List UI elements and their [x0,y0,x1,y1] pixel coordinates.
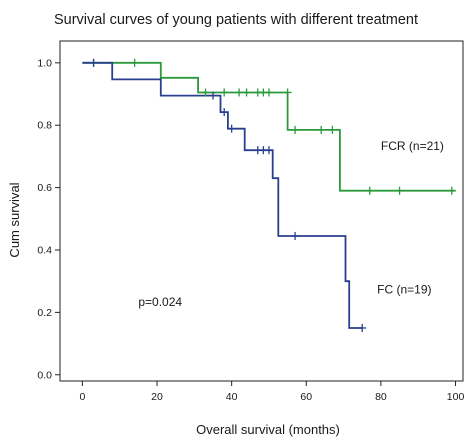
censor-mark-0-4 [235,88,244,97]
series-label-fc: FC (n=19) [377,283,431,297]
x-tick-label-0: 0 [79,391,85,403]
censor-mark-0-11 [317,125,326,134]
censor-mark-1-7 [291,231,300,240]
x-tick-label-4: 80 [375,391,387,403]
censor-mark-0-15 [447,186,456,195]
censor-mark-1-2 [220,108,229,117]
censor-mark-0-2 [201,88,210,97]
censor-mark-1-3 [227,124,236,133]
censor-mark-0-9 [283,88,292,97]
plot-frame [59,40,464,382]
censor-mark-0-12 [328,125,337,134]
y-tick-label-2: 0.4 [37,244,52,256]
x-tick-label-1: 20 [151,391,163,403]
x-tick-label-5: 100 [447,391,465,403]
y-tick-label-3: 0.6 [37,182,52,194]
censor-mark-0-8 [264,88,273,97]
censor-mark-0-3 [220,88,229,97]
censor-mark-0-13 [365,186,374,195]
censor-mark-1-0 [89,58,98,67]
censor-marks [89,58,456,332]
chart-title: Survival curves of young patients with d… [54,12,418,28]
y-tick-label-1: 0.2 [37,307,52,319]
censor-mark-1-6 [264,146,273,155]
censor-mark-0-10 [291,125,300,134]
censor-mark-0-5 [242,88,251,97]
censor-mark-1-8 [358,323,367,332]
censor-mark-0-14 [395,186,404,195]
series-label-fcr: FCR (n=21) [381,139,444,153]
censor-mark-0-1 [130,58,139,67]
survival-curve-1 [82,61,363,329]
p-value-annotation: p=0.024 [138,295,182,309]
x-tick-label-3: 60 [300,391,312,403]
y-tick-label-4: 0.8 [37,120,52,132]
survival-curve-0 [82,61,456,192]
y-tick-label-0: 0.0 [37,369,52,381]
y-tick-label-5: 1.0 [37,57,52,69]
x-tick-label-2: 40 [226,391,238,403]
y-axis-label: Cum survival [7,182,22,257]
axis-ticks: 0 20 40 60 80 100 0.0 0.2 0.4 0.6 0.8 1.0 [37,57,464,403]
x-axis-label: Overall survival (months) [196,422,340,437]
censor-mark-1-1 [208,91,217,100]
